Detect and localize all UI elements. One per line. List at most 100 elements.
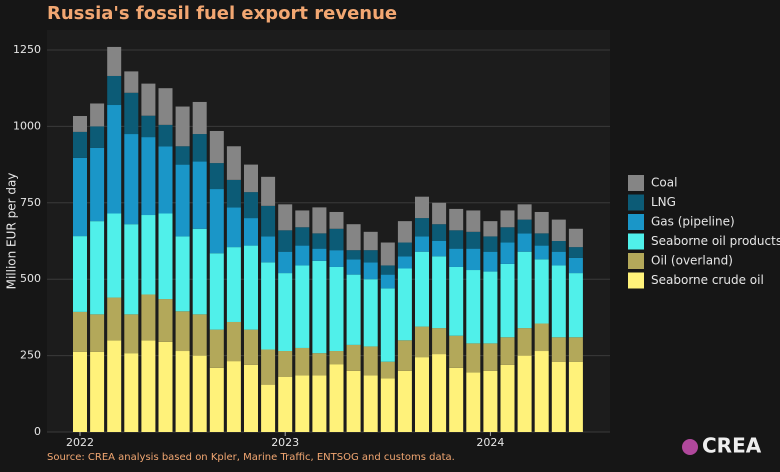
bar-segment xyxy=(483,221,498,237)
bar-segment xyxy=(415,357,429,432)
chart-title: Russia's fossil fuel export revenue xyxy=(47,3,397,24)
bar-segment xyxy=(73,131,87,158)
bar-segment xyxy=(500,242,515,264)
bar-segment xyxy=(295,245,310,266)
bar-segment xyxy=(415,251,429,327)
bar-segment xyxy=(363,375,378,432)
bar-segment xyxy=(244,218,258,246)
bar-segment xyxy=(244,164,258,193)
bar-segment xyxy=(346,259,361,275)
bar-segment xyxy=(500,337,515,365)
bar-segment xyxy=(397,370,412,432)
y-tick-label: 500 xyxy=(20,272,41,285)
bar-segment xyxy=(226,321,241,362)
bar-segment xyxy=(466,270,481,344)
bar-segment xyxy=(244,329,258,365)
bar-segment xyxy=(278,204,293,231)
bar-segment xyxy=(158,213,173,300)
bar-segment xyxy=(124,353,139,432)
bar-segment xyxy=(363,262,378,280)
bar-segment xyxy=(192,101,207,135)
bar-segment xyxy=(432,224,447,241)
y-tick-label: 0 xyxy=(34,425,41,438)
bar-segment xyxy=(90,221,105,315)
bar-segment xyxy=(568,361,583,432)
bar-segment xyxy=(90,147,105,222)
bar-segment xyxy=(158,124,173,147)
bar-segment xyxy=(192,161,207,229)
bar-segment xyxy=(363,231,378,251)
bar-segment xyxy=(158,146,173,214)
bar-segment xyxy=(551,361,566,432)
x-tick-label: 2022 xyxy=(66,436,94,449)
bar-segment xyxy=(466,231,481,249)
bar-segment xyxy=(380,288,395,362)
bar-segment xyxy=(397,340,412,371)
bar-segment xyxy=(107,46,122,76)
bar-segment xyxy=(73,236,87,312)
legend-label: Oil (overland) xyxy=(651,254,733,268)
bar-segment xyxy=(107,105,122,214)
bar-segment xyxy=(192,134,207,162)
bar-segment xyxy=(295,210,310,228)
bar-segment xyxy=(312,260,327,354)
bar-segment xyxy=(329,364,344,432)
bar-segment xyxy=(346,224,361,251)
bar-segment xyxy=(124,224,139,315)
bar-segment xyxy=(158,88,173,125)
x-tick-label: 2023 xyxy=(271,436,299,449)
bar-segment xyxy=(261,384,276,432)
bar-segment xyxy=(329,228,344,251)
bar-segment xyxy=(551,337,566,362)
bar-segment xyxy=(517,355,532,432)
bar-segment xyxy=(295,347,310,376)
bar-segment xyxy=(517,328,532,356)
bar-segment xyxy=(158,299,173,342)
bar-segment xyxy=(517,251,532,329)
bar-segment xyxy=(209,329,224,368)
bar-segment xyxy=(397,221,412,243)
legend-label: Seaborne oil products xyxy=(651,234,780,248)
bar-segment xyxy=(226,361,241,432)
y-tick-label: 750 xyxy=(20,196,41,209)
bar-segment xyxy=(534,233,549,246)
bar-segment xyxy=(73,351,87,432)
bar-segment xyxy=(449,367,464,432)
bar-segment xyxy=(261,236,276,263)
bar-segment xyxy=(124,71,139,93)
source-note: Source: CREA analysis based on Kpler, Ma… xyxy=(47,452,455,463)
bar-segment xyxy=(192,355,207,432)
bar-segment xyxy=(346,250,361,260)
bar-segment xyxy=(466,343,481,373)
y-tick-label: 1250 xyxy=(13,43,41,56)
bar-segment xyxy=(534,323,549,352)
bar-segment xyxy=(329,351,344,365)
bar-segment xyxy=(449,266,464,336)
bar-segment xyxy=(517,219,532,234)
bar-segment xyxy=(141,294,156,341)
bar-segment xyxy=(551,241,566,252)
bar-segment xyxy=(73,116,87,132)
bar-segment xyxy=(534,351,549,432)
bar-segment xyxy=(346,370,361,432)
bar-segment xyxy=(278,351,293,377)
bar-segment xyxy=(397,242,412,257)
bar-segment xyxy=(415,218,429,237)
legend-label: Seaborne crude oil xyxy=(651,273,764,287)
bar-segment xyxy=(346,274,361,345)
bar-segment xyxy=(261,176,276,206)
bar-segment xyxy=(312,375,327,432)
bar-segment xyxy=(90,126,105,148)
bar-segment xyxy=(73,157,87,237)
bar-segment xyxy=(244,364,258,432)
bar-segment xyxy=(312,233,327,249)
bar-segment xyxy=(141,115,156,138)
bar-segment xyxy=(209,130,224,164)
legend-label: Coal xyxy=(651,176,677,190)
bar-segment xyxy=(380,361,395,379)
bar-segment xyxy=(432,241,447,257)
bar-segment xyxy=(363,250,378,263)
bar-segment xyxy=(534,259,549,324)
bar-segment xyxy=(175,236,190,312)
bar-segment xyxy=(261,262,276,350)
